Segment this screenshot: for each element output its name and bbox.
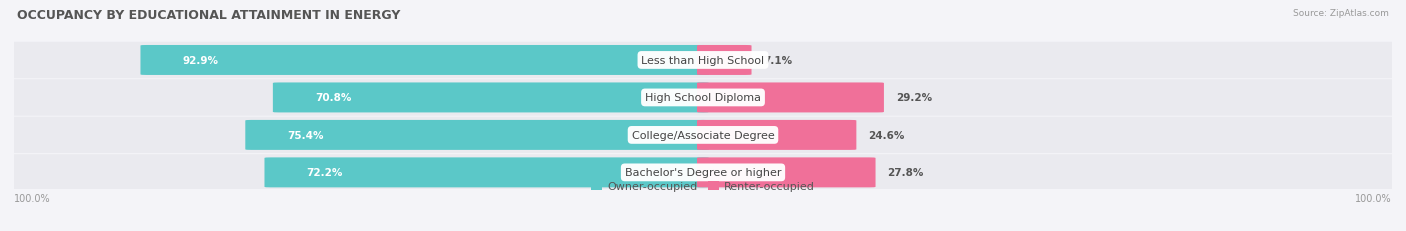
Text: 75.4%: 75.4% [287, 130, 323, 140]
Text: 27.8%: 27.8% [887, 168, 924, 178]
Text: 7.1%: 7.1% [763, 56, 793, 66]
FancyBboxPatch shape [6, 117, 1400, 153]
FancyBboxPatch shape [264, 158, 709, 188]
Text: High School Diploma: High School Diploma [645, 93, 761, 103]
Legend: Owner-occupied, Renter-occupied: Owner-occupied, Renter-occupied [586, 177, 820, 196]
FancyBboxPatch shape [6, 155, 1400, 191]
Text: OCCUPANCY BY EDUCATIONAL ATTAINMENT IN ENERGY: OCCUPANCY BY EDUCATIONAL ATTAINMENT IN E… [17, 9, 401, 22]
Text: Bachelor's Degree or higher: Bachelor's Degree or higher [624, 168, 782, 178]
FancyBboxPatch shape [6, 43, 1400, 79]
FancyBboxPatch shape [697, 120, 856, 150]
FancyBboxPatch shape [245, 120, 709, 150]
Text: 24.6%: 24.6% [869, 130, 904, 140]
FancyBboxPatch shape [6, 80, 1400, 116]
FancyBboxPatch shape [697, 46, 752, 76]
Text: 70.8%: 70.8% [315, 93, 352, 103]
Text: 72.2%: 72.2% [307, 168, 343, 178]
Text: Less than High School: Less than High School [641, 56, 765, 66]
Text: 92.9%: 92.9% [183, 56, 218, 66]
FancyBboxPatch shape [273, 83, 709, 113]
Text: 100.0%: 100.0% [14, 193, 51, 203]
Text: College/Associate Degree: College/Associate Degree [631, 130, 775, 140]
FancyBboxPatch shape [697, 83, 884, 113]
Text: Source: ZipAtlas.com: Source: ZipAtlas.com [1294, 9, 1389, 18]
Text: 29.2%: 29.2% [896, 93, 932, 103]
FancyBboxPatch shape [141, 46, 709, 76]
FancyBboxPatch shape [697, 158, 876, 188]
Text: 100.0%: 100.0% [1355, 193, 1392, 203]
